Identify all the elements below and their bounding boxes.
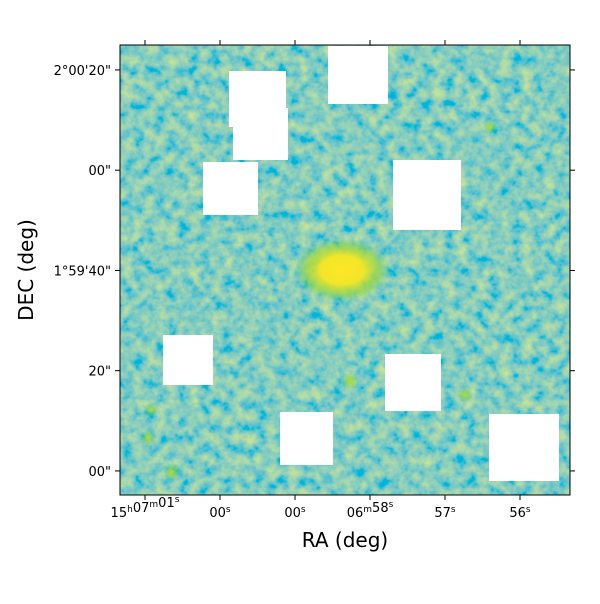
x-axis-label: RA (deg): [302, 528, 388, 552]
y-axis-label: DEC (deg): [14, 219, 38, 321]
y-tick-label: 2°00'20": [54, 64, 111, 79]
image: [120, 45, 570, 495]
x-tick-label: 00s: [284, 505, 306, 521]
x-tick-label: 15h07m01s: [111, 495, 180, 521]
x-tick-label: 56s: [509, 505, 531, 521]
masked-regions: [163, 46, 559, 481]
y-tick-label: 00": [88, 465, 111, 480]
y-tick-label: 1°59'40": [54, 264, 111, 279]
y-tick-label: 20": [88, 365, 111, 380]
x-tick-label: 00s: [209, 505, 231, 521]
y-tick-label: 00": [88, 164, 111, 179]
x-tick-label: 57s: [434, 505, 456, 521]
x-tick-label: 06m58s: [347, 500, 394, 521]
